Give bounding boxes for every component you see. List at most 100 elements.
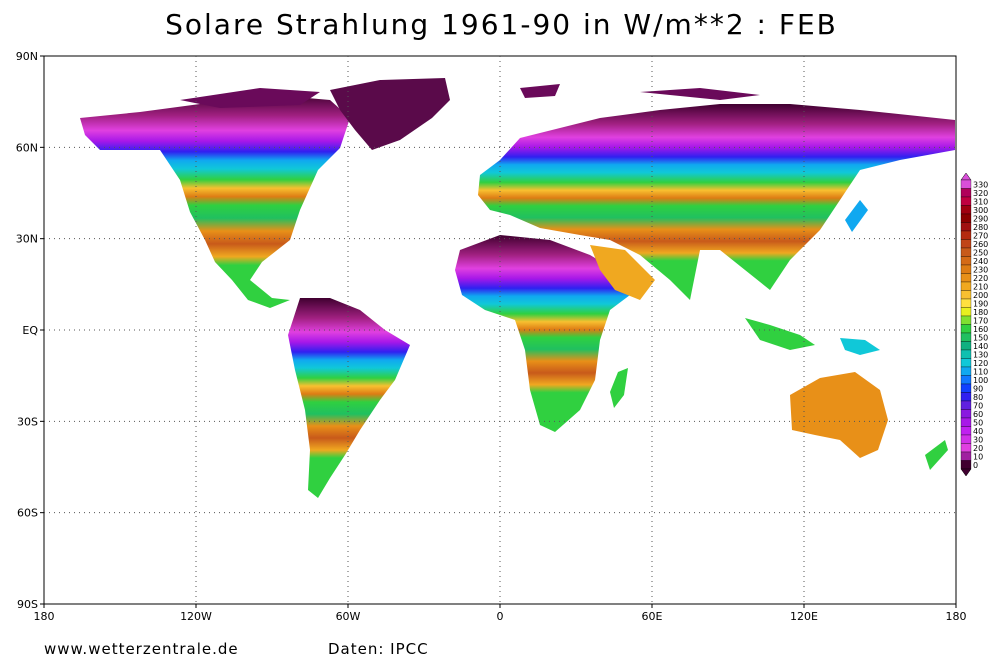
lon-label: 0 <box>497 610 504 623</box>
colorbar-swatch <box>960 392 972 402</box>
footer-source: Daten: IPCC <box>328 640 429 658</box>
greenland <box>330 78 450 150</box>
colorbar-swatch <box>960 443 972 453</box>
colorbar-label: 30 <box>973 436 983 445</box>
colorbar-swatch <box>960 426 972 436</box>
map-title: Solare Strahlung 1961-90 in W/m**2 : FEB <box>165 8 838 41</box>
colorbar-top-arrow <box>960 172 972 181</box>
colorbar-swatch <box>960 179 972 189</box>
colorbar-label: 100 <box>973 376 988 385</box>
colorbar-label: 110 <box>973 368 988 377</box>
north-america <box>80 94 350 308</box>
colorbar-swatch <box>960 290 972 300</box>
colorbar-label: 50 <box>973 419 983 428</box>
lon-label: 180 <box>34 610 55 623</box>
colorbar-label: 210 <box>973 283 988 292</box>
colorbar-swatch <box>960 298 972 308</box>
colorbar-swatch <box>960 451 972 461</box>
colorbar-swatch <box>960 281 972 291</box>
lon-label: 180 <box>946 610 967 623</box>
colorbar-swatch <box>960 205 972 215</box>
colorbar-label: 200 <box>973 291 988 300</box>
colorbar-swatch <box>960 247 972 257</box>
australia <box>790 372 888 458</box>
colorbar-label: 60 <box>973 410 983 419</box>
colorbar-swatch <box>960 434 972 444</box>
lat-label: 90N <box>16 50 38 63</box>
lat-label: 60N <box>16 141 38 154</box>
south-america <box>288 298 410 498</box>
colorbar-swatch <box>960 315 972 325</box>
new-zealand <box>925 440 948 470</box>
colorbar-swatch <box>960 332 972 342</box>
colorbar-label: 190 <box>973 300 988 309</box>
colorbar-swatch <box>960 307 972 317</box>
colorbar-swatch <box>960 239 972 249</box>
colorbar-swatch <box>960 196 972 206</box>
arctic-islands <box>180 84 760 108</box>
colorbar-swatch <box>960 213 972 223</box>
lon-label: 60W <box>336 610 361 623</box>
colorbar-label: 80 <box>973 393 983 402</box>
colorbar-label: 130 <box>973 351 988 360</box>
colorbar-swatch <box>960 256 972 266</box>
colorbar-swatch <box>960 409 972 419</box>
colorbar-swatch <box>960 400 972 410</box>
colorbar-label: 160 <box>973 325 988 334</box>
colorbar-swatch <box>960 341 972 351</box>
colorbar-swatch <box>960 349 972 359</box>
colorbar-swatch <box>960 230 972 240</box>
colorbar-swatch <box>960 273 972 283</box>
colorbar-label: 20 <box>973 444 983 453</box>
colorbar-label: 220 <box>973 274 988 283</box>
colorbar-label: 250 <box>973 249 988 258</box>
colorbar-label: 280 <box>973 223 988 232</box>
arabia <box>590 245 655 300</box>
new-guinea <box>840 338 880 355</box>
lat-label: 30N <box>16 233 38 246</box>
landmasses <box>80 78 955 498</box>
colorbar-swatch <box>960 264 972 274</box>
colorbar-label: 10 <box>973 453 983 462</box>
colorbar-label: 270 <box>973 232 988 241</box>
japan <box>845 200 868 232</box>
colorbar-label: 120 <box>973 359 988 368</box>
colorbar-label: 260 <box>973 240 988 249</box>
lon-label: 60E <box>642 610 663 623</box>
africa <box>455 235 630 432</box>
colorbar-label: 230 <box>973 266 988 275</box>
lon-label: 120W <box>180 610 212 623</box>
colorbar-label: 320 <box>973 189 988 198</box>
colorbar-label: 70 <box>973 402 983 411</box>
colorbar-label: 0 <box>973 461 978 470</box>
madagascar <box>610 368 628 408</box>
lat-label: 90S <box>17 598 38 611</box>
colorbar-label: 180 <box>973 308 988 317</box>
colorbar-label: 170 <box>973 317 988 326</box>
eurasia <box>478 104 955 300</box>
lat-label: EQ <box>22 324 38 337</box>
colorbar-label: 330 <box>973 181 988 190</box>
lat-label: 60S <box>17 507 38 520</box>
colorbar-label: 240 <box>973 257 988 266</box>
colorbar-label: 90 <box>973 385 983 394</box>
colorbar-swatch <box>960 188 972 198</box>
colorbar-swatch <box>960 222 972 232</box>
colorbar-bottom-arrow <box>960 468 972 477</box>
lon-label: 120E <box>790 610 818 623</box>
indonesia <box>745 318 815 350</box>
lat-label: 30S <box>17 415 38 428</box>
colorbar-swatch <box>960 460 972 470</box>
colorbar-swatch <box>960 358 972 368</box>
colorbar-swatch <box>960 383 972 393</box>
colorbar-label: 310 <box>973 198 988 207</box>
colorbar-label: 300 <box>973 206 988 215</box>
colorbar-label: 140 <box>973 342 988 351</box>
colorbar-label: 40 <box>973 427 983 436</box>
colorbar-label: 150 <box>973 334 988 343</box>
colorbar-label: 290 <box>973 215 988 224</box>
colorbar-swatch <box>960 417 972 427</box>
colorbar-swatch <box>960 375 972 385</box>
